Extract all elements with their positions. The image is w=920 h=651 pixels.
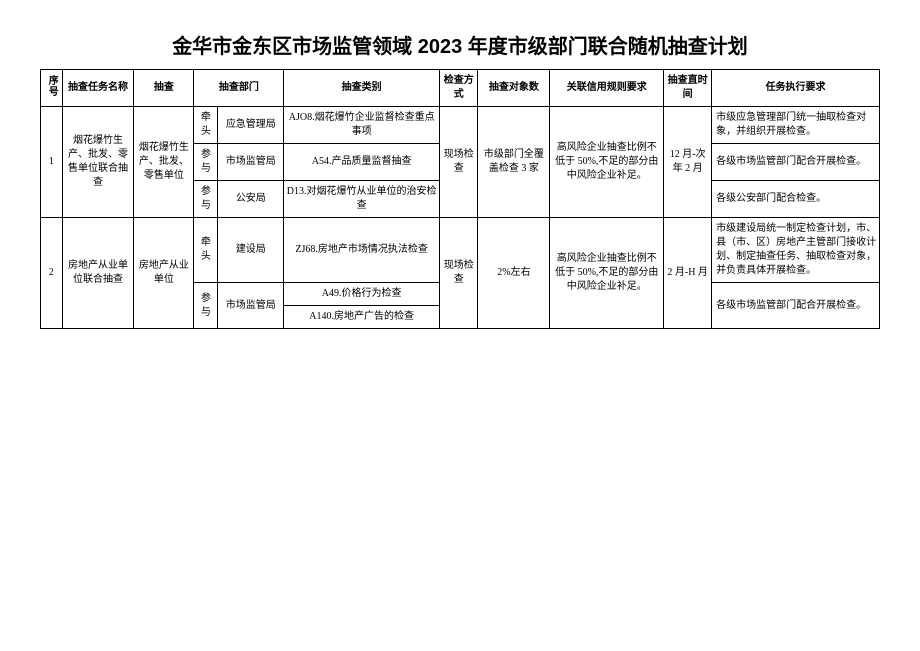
cell-credit: 高风险企业抽查比例不低于 50%,不足的部分由中风险企业补足。: [550, 218, 664, 329]
col-credit: 关联信用规则要求: [550, 70, 664, 107]
cell-obj: 房地产从业单位: [134, 218, 194, 329]
cell-dept: 市场监管局: [218, 283, 284, 329]
cell-role: 参与: [194, 181, 218, 218]
col-dept: 抽查部门: [194, 70, 284, 107]
cell-req: 各级市场监管部门配合开展检查。: [712, 283, 880, 329]
col-cat: 抽查类别: [284, 70, 440, 107]
col-time: 抽查直时间: [664, 70, 712, 107]
cell-role: 参与: [194, 144, 218, 181]
cell-dept: 建设局: [218, 218, 284, 283]
col-idx: 序号: [41, 70, 63, 107]
cell-cat: D13.对烟花爆竹从业单位的治安检查: [284, 181, 440, 218]
cell-req: 市级建设局统一制定检查计划，市、县（市、区）房地产主管部门接收计划、制定抽查任务…: [712, 218, 880, 283]
cell-method: 现场检查: [440, 218, 478, 329]
col-count: 抽查对象数: [478, 70, 550, 107]
col-req: 任务执行要求: [712, 70, 880, 107]
cell-task: 房地产从业单位联合抽查: [62, 218, 134, 329]
page-title: 金华市金东区市场监管领域 2023 年度市级部门联合随机抽查计划: [40, 30, 880, 59]
cell-dept: 公安局: [218, 181, 284, 218]
cell-cat: AJO8.烟花爆竹企业监督检查重点事项: [284, 107, 440, 144]
table-header-row: 序号 抽查任务名称 抽查 抽查部门 抽查类别 检查方式 抽查对象数 关联信用规则…: [41, 70, 880, 107]
col-method: 检查方式: [440, 70, 478, 107]
table-row: 2 房地产从业单位联合抽查 房地产从业单位 牵头 建设局 ZJ68.房地产市场情…: [41, 218, 880, 283]
cell-cat: A54.产品质量监督抽查: [284, 144, 440, 181]
cell-role: 牵头: [194, 218, 218, 283]
cell-idx: 2: [41, 218, 63, 329]
cell-dept: 应急管理局: [218, 107, 284, 144]
cell-cat: ZJ68.房地产市场情况执法检查: [284, 218, 440, 283]
cell-obj: 烟花爆竹生产、批发、零售单位: [134, 107, 194, 218]
cell-req: 各级公安部门配合检查。: [712, 181, 880, 218]
cell-dept: 市场监管局: [218, 144, 284, 181]
col-obj: 抽查: [134, 70, 194, 107]
col-task: 抽查任务名称: [62, 70, 134, 107]
cell-cat: A140.房地产广告的检查: [284, 306, 440, 329]
cell-idx: 1: [41, 107, 63, 218]
cell-count: 市级部门全覆盖检查 3 家: [478, 107, 550, 218]
cell-time: 2 月-H 月: [664, 218, 712, 329]
cell-req: 各级市场监管部门配合开展检查。: [712, 144, 880, 181]
cell-count: 2%左右: [478, 218, 550, 329]
cell-task: 烟花爆竹生产、批发、零售单位联合抽查: [62, 107, 134, 218]
cell-role: 牵头: [194, 107, 218, 144]
cell-role: 参与: [194, 283, 218, 329]
table-row: 1 烟花爆竹生产、批发、零售单位联合抽查 烟花爆竹生产、批发、零售单位 牵头 应…: [41, 107, 880, 144]
cell-time: 12 月-次年 2 月: [664, 107, 712, 218]
inspection-plan-table: 序号 抽查任务名称 抽查 抽查部门 抽查类别 检查方式 抽查对象数 关联信用规则…: [40, 69, 880, 329]
cell-method: 现场检查: [440, 107, 478, 218]
cell-req: 市级应急管理部门统一抽取检查对象，并组织开展检查。: [712, 107, 880, 144]
cell-credit: 高风险企业抽查比例不低于 50%,不足的部分由中风险企业补足。: [550, 107, 664, 218]
cell-cat: A49.价格行为检查: [284, 283, 440, 306]
